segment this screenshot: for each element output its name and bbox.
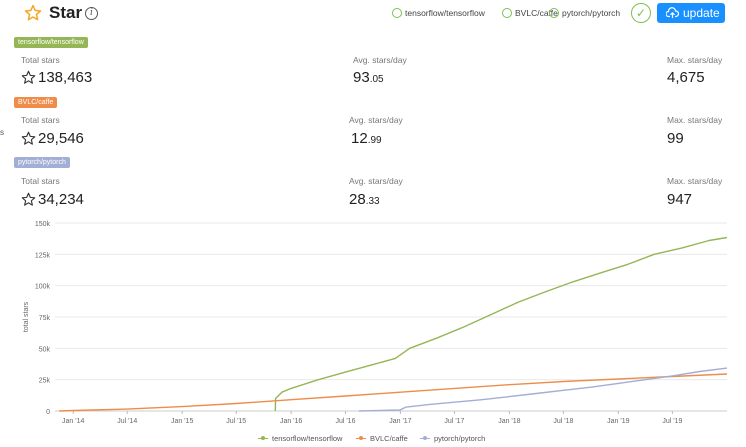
repo-toggle-caffe[interactable]: BVLC/caffe xyxy=(502,8,558,18)
total-stars-label: Total stars xyxy=(21,55,60,65)
legend-caffe[interactable]: BVLC/caffe xyxy=(356,434,408,443)
stars-line-chart: 0 25k 50k 75k 100k 125k 150k Jan '14 Jul '14 Jan … xyxy=(23,221,728,425)
legend-line-icon xyxy=(420,436,430,440)
total-stars-label: Total stars xyxy=(21,176,60,186)
total-stars-value: 34,234 xyxy=(38,191,84,208)
series-line-pytorch xyxy=(358,367,728,412)
avg-stars-value: 12.99 xyxy=(351,130,382,147)
max-stars-value: 947 xyxy=(667,191,693,208)
check-icon[interactable]: ✓ xyxy=(631,3,651,23)
repo-tag: tensorflow/tensorflow xyxy=(14,37,88,48)
legend-label: pytorch/pytorch xyxy=(434,434,486,443)
page-title: Star xyxy=(49,3,83,22)
header: Star i tensorflow/tensorflow BVLC/caffe … xyxy=(0,0,746,28)
x-tick-label: Jul '17 xyxy=(444,418,464,425)
edge-fragment: s xyxy=(0,128,4,137)
repo-tag: BVLC/caffe xyxy=(14,97,58,108)
y-tick-label: 75k xyxy=(39,315,51,322)
repo-tag: pytorch/pytorch xyxy=(14,157,70,168)
max-stars-value: 4,675 xyxy=(667,69,705,86)
max-stars-label: Max. stars/day xyxy=(667,176,723,186)
x-tick-label: Jan '15 xyxy=(171,418,193,425)
x-tick-label: Jul '15 xyxy=(226,418,246,425)
y-tick-label: 0 xyxy=(46,409,50,416)
y-tick-label: 50k xyxy=(39,346,51,353)
max-stars-value: 99 xyxy=(667,130,684,147)
star-outline-icon xyxy=(21,70,36,84)
max-stars-label: Max. stars/day xyxy=(667,115,723,125)
y-tick-label: 25k xyxy=(39,378,51,385)
series-line-caffe xyxy=(59,373,728,412)
total-stars-value: 138,463 xyxy=(38,69,93,86)
avg-dec: .99 xyxy=(367,135,382,146)
repo-toggle-tensorflow[interactable]: tensorflow/tensorflow xyxy=(392,8,485,18)
avg-stars-label: Avg. stars/day xyxy=(349,115,403,125)
x-tick-label: Jul '14 xyxy=(117,418,137,425)
update-button[interactable]: update xyxy=(657,3,725,23)
total-stars-value: 29,546 xyxy=(38,130,84,147)
info-icon[interactable]: i xyxy=(85,7,98,20)
repo-toggle-label: pytorch/pytorch xyxy=(562,8,621,18)
x-tick-label: Jan '17 xyxy=(389,418,411,425)
legend-tensorflow[interactable]: tensorflow/tensorflow xyxy=(258,434,342,443)
star-outline-icon[interactable] xyxy=(24,4,42,22)
series-line-tensorflow xyxy=(274,236,728,412)
star-outline-icon xyxy=(21,192,36,206)
avg-int: 93 xyxy=(353,69,370,86)
y-tick-label: 100k xyxy=(35,284,51,291)
update-label: update xyxy=(683,6,720,20)
repo-toggle-pytorch[interactable]: pytorch/pytorch xyxy=(549,8,620,18)
y-tick-label: 125k xyxy=(35,252,51,259)
x-tick-label: Jan '14 xyxy=(62,418,84,425)
repo-toggle-label: tensorflow/tensorflow xyxy=(405,8,485,18)
star-outline-icon xyxy=(21,131,36,145)
avg-dec: .05 xyxy=(369,74,384,85)
legend-pytorch[interactable]: pytorch/pytorch xyxy=(420,434,485,443)
y-tick-label: 150k xyxy=(35,221,51,228)
avg-stars-value: 93.05 xyxy=(353,69,384,86)
avg-int: 28 xyxy=(349,191,366,208)
total-stars-label: Total stars xyxy=(21,115,60,125)
x-tick-label: Jul '18 xyxy=(553,418,573,425)
circle-icon xyxy=(502,8,512,18)
avg-stars-label: Avg. stars/day xyxy=(349,176,403,186)
legend-line-icon xyxy=(356,436,366,440)
legend-line-icon xyxy=(258,436,268,440)
x-tick-label: Jan '18 xyxy=(498,418,520,425)
legend-label: BVLC/caffe xyxy=(370,434,408,443)
x-tick-label: Jan '19 xyxy=(607,418,629,425)
avg-dec: .33 xyxy=(365,196,380,207)
avg-stars-label: Avg. stars/day xyxy=(353,55,407,65)
y-axis-label: total stars xyxy=(23,301,30,332)
repo-toggle-label: BVLC/caffe xyxy=(515,8,558,18)
avg-int: 12 xyxy=(351,130,368,147)
x-tick-label: Jul '19 xyxy=(662,418,682,425)
circle-icon xyxy=(392,8,402,18)
circle-icon xyxy=(549,8,559,18)
x-tick-label: Jan '16 xyxy=(280,418,302,425)
cloud-upload-icon xyxy=(666,7,679,19)
avg-stars-value: 28.33 xyxy=(349,191,380,208)
max-stars-label: Max. stars/day xyxy=(667,55,723,65)
legend-label: tensorflow/tensorflow xyxy=(272,434,343,443)
x-tick-label: Jul '16 xyxy=(335,418,355,425)
